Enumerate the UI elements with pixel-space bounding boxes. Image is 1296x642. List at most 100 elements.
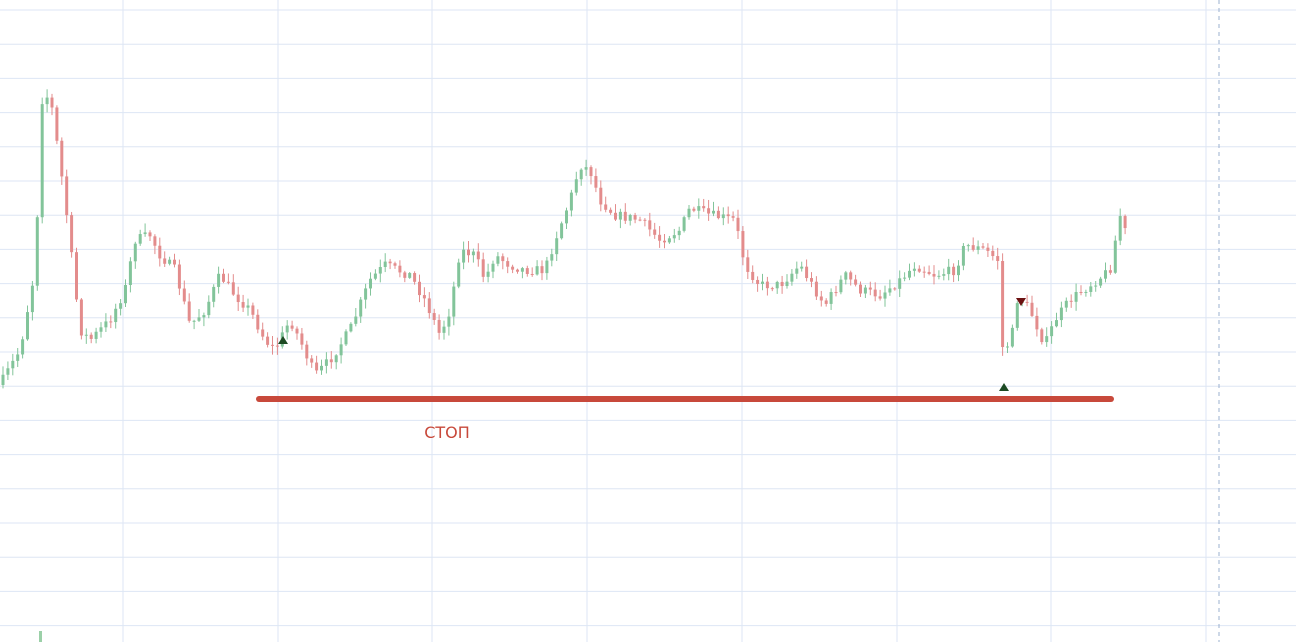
- candle-body: [780, 281, 784, 287]
- candle-body: [903, 277, 907, 279]
- candle-body: [834, 292, 838, 294]
- candle-body: [491, 263, 495, 272]
- candle-body: [868, 287, 872, 290]
- candle-body: [839, 279, 843, 293]
- candle-body: [26, 312, 29, 340]
- candle-body: [952, 266, 956, 276]
- candle-body: [506, 261, 510, 267]
- candle-body: [731, 216, 735, 218]
- candle-body: [927, 271, 931, 274]
- candle-body: [1025, 301, 1029, 303]
- candle-body: [790, 273, 794, 282]
- candle-body: [300, 333, 304, 345]
- candle-body: [192, 320, 196, 322]
- candle-body: [873, 289, 877, 297]
- candle-body: [119, 303, 123, 309]
- sell-marker: [1016, 298, 1026, 306]
- candle-body: [246, 305, 250, 308]
- candle-body: [1084, 291, 1088, 293]
- candle-body: [736, 217, 740, 232]
- candle-body: [197, 317, 201, 321]
- candle-body: [863, 287, 867, 294]
- candle-body: [442, 326, 446, 333]
- candle-body: [1079, 291, 1083, 293]
- candle-body: [692, 208, 696, 211]
- candle-body: [574, 179, 578, 193]
- candle-body: [937, 275, 941, 277]
- candle-body: [231, 282, 235, 295]
- candle-body: [266, 336, 270, 345]
- candle-body: [908, 270, 911, 278]
- candle-body: [65, 176, 69, 216]
- candle-body: [614, 212, 617, 220]
- candle-body: [1055, 320, 1058, 327]
- candle-body: [555, 238, 559, 255]
- candle-body: [45, 97, 49, 105]
- candle-body: [859, 284, 862, 294]
- candle-body: [824, 300, 828, 304]
- candle-body: [349, 323, 353, 332]
- candle-body: [163, 258, 167, 264]
- candle-body: [996, 256, 1000, 261]
- candle-body: [888, 288, 892, 293]
- candle-body: [251, 305, 255, 315]
- candle-body: [310, 358, 314, 363]
- candle-body: [986, 247, 990, 251]
- candle-body: [133, 243, 137, 262]
- candle-body: [1010, 327, 1014, 347]
- candle-body: [682, 217, 686, 231]
- candle-body: [604, 204, 608, 210]
- candle-body: [187, 301, 191, 321]
- candle-body: [138, 234, 142, 244]
- candle-body: [70, 215, 74, 253]
- candles: [1, 89, 1127, 389]
- candle-body: [207, 301, 211, 316]
- candle-body: [16, 354, 20, 361]
- candle-body: [609, 209, 613, 213]
- candle-body: [329, 359, 333, 363]
- candle-body: [369, 278, 372, 289]
- candle-body: [628, 215, 632, 221]
- candle-body: [687, 208, 691, 218]
- candle-body: [55, 107, 59, 141]
- candle-body: [721, 214, 725, 219]
- candle-body: [393, 263, 397, 266]
- candle-body: [6, 368, 10, 375]
- candle-body: [800, 266, 804, 269]
- candle-body: [1089, 286, 1093, 292]
- candle-body: [663, 240, 666, 243]
- candle-body: [976, 246, 980, 250]
- candle-body: [643, 219, 647, 221]
- candle-body: [726, 214, 730, 217]
- candle-body: [1069, 300, 1073, 302]
- candle-body: [1123, 216, 1127, 229]
- candle-body: [315, 362, 319, 371]
- candle-body: [991, 250, 995, 257]
- candle-body: [516, 269, 519, 272]
- candle-body: [422, 295, 426, 299]
- candle-body: [922, 271, 926, 273]
- candle-body: [1, 374, 5, 385]
- candle-body: [148, 232, 152, 237]
- candle-body: [672, 235, 676, 239]
- candle-body: [35, 217, 39, 286]
- candle-body: [520, 268, 524, 272]
- buy-marker: [999, 383, 1009, 391]
- candle-body: [295, 328, 299, 334]
- candle-body: [775, 281, 779, 289]
- candle-body: [560, 223, 564, 239]
- candle-body: [883, 292, 887, 299]
- candle-body: [756, 279, 760, 284]
- candle-body: [712, 210, 715, 214]
- candle-body: [94, 331, 98, 339]
- candle-body: [21, 339, 25, 355]
- candle-body: [761, 281, 764, 284]
- candle-body: [182, 288, 186, 302]
- stop-label: СТОП: [424, 423, 470, 442]
- candle-body: [275, 345, 279, 347]
- candle-body: [1015, 303, 1019, 328]
- candle-body: [633, 215, 637, 220]
- candle-body: [1074, 291, 1078, 302]
